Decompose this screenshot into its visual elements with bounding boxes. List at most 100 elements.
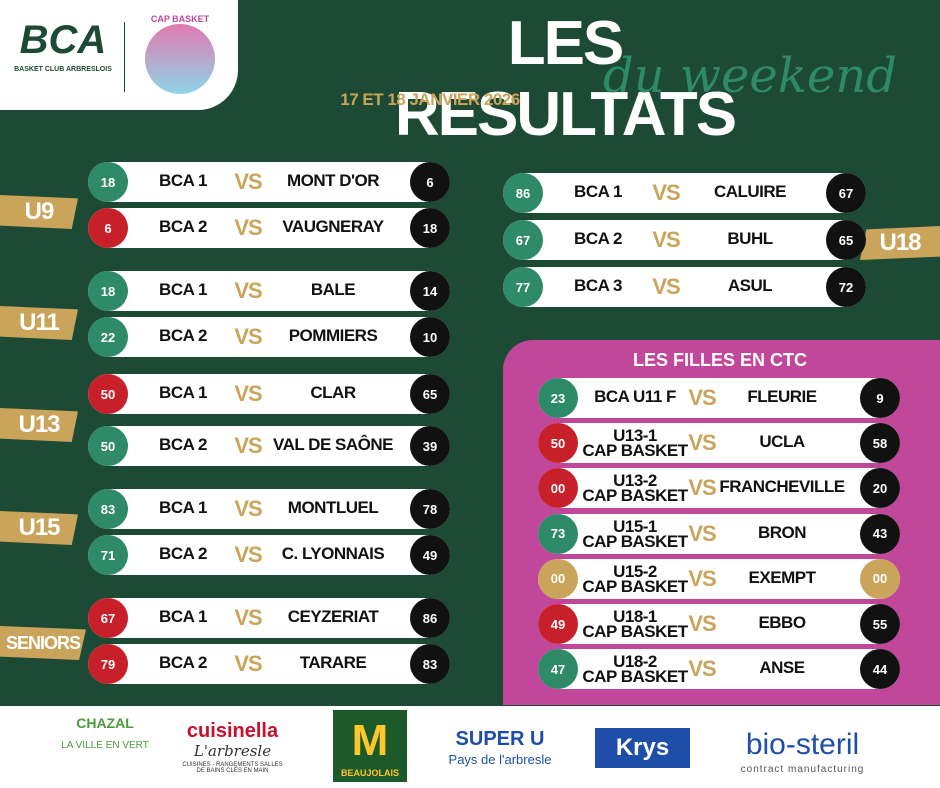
match-row [88,374,450,414]
home-team: BCA 2 [159,435,207,454]
home-score: 50 [88,426,128,466]
category-banner: U13 [0,408,78,442]
home-team: BCA U11 F [594,387,676,406]
vs: VS [688,565,716,591]
home-team: BCA 1 [159,498,207,517]
vs: VS [688,475,716,501]
partner-logo [145,24,215,94]
match-row [88,317,450,357]
vs: VS [234,381,262,406]
mcdo-logo: M [333,710,407,782]
vs: VS [234,278,262,303]
away-score: 39 [410,426,450,466]
away-team: POMMIERS [288,326,378,345]
match-row [538,649,900,690]
home-score: 67 [503,220,543,260]
vs: VS [234,605,262,630]
home-score: 18 [88,271,128,311]
match-row [538,513,900,554]
away-team: FLEURIE [747,387,817,406]
home-score: 00 [538,558,578,599]
home-team: U18-1 CAP BASKET [582,607,688,641]
away-score: 9 [860,378,900,418]
sponsor-city: L'arbresle [193,742,272,760]
home-team: BCA 2 [159,544,207,563]
sponsor: SUPER U [455,728,545,750]
home-score: 73 [538,513,578,554]
category-banner: U18 [860,226,940,260]
home-score: 77 [503,267,543,307]
vs: VS [234,215,262,240]
home-score: 50 [88,374,128,414]
ctc-title: LES FILLES EN CTC [632,350,807,370]
match-row [538,558,900,599]
home-team: BCA 1 [159,607,207,626]
vs: VS [652,227,680,252]
sponsor: BEAUJOLAIS [340,768,399,778]
away-score: 43 [860,513,900,554]
home-score: 67 [88,598,128,638]
vs: VS [688,385,716,410]
home-score: 86 [503,173,543,213]
vs: VS [688,611,716,636]
date: 17 ET 18 JANVIER 2026 [340,90,520,109]
home-score: 71 [88,535,128,575]
away-score: 6 [410,162,450,202]
club-logo: BCA [19,18,107,62]
home-team: BCA 1 [159,171,207,190]
sponsor: cuisinella [186,720,279,742]
home-team: BCA 3 [574,276,622,295]
home-score: 49 [538,604,578,644]
match-row [88,162,450,202]
away-team: MONTLUEL [287,498,379,517]
vs: VS [688,656,716,682]
match-row [503,220,866,260]
match-row [88,535,450,575]
away-score: 67 [826,173,866,213]
match-row [503,173,866,213]
title: LES RESULTATS [394,9,737,149]
divider [124,22,125,92]
match-row [88,271,450,311]
sponsor-tag: Pays de l'arbresle [448,752,552,767]
sponsor-band [0,706,940,788]
home-team: U15-2 CAP BASKET [582,561,688,596]
away-team: CALUIRE [713,182,787,201]
sponsor: bio-steril [745,728,860,761]
away-team: BALE [310,280,356,299]
home-team: U13-2 CAP BASKET [582,471,688,506]
away-team: EBBO [758,613,806,632]
home-team: BCA 1 [574,182,622,201]
vs: VS [234,324,262,349]
away-score: 00 [860,558,900,599]
away-score: 14 [410,271,450,311]
sponsor-tag: LA VILLE EN VERT [61,740,149,751]
away-score: 44 [860,649,900,690]
home-score: 00 [538,468,578,509]
home-score: 50 [538,423,578,464]
away-score: 10 [410,317,450,357]
match-row [88,598,450,638]
home-team: BCA 2 [159,326,207,345]
away-team: ANSE [759,658,805,678]
away-team: FRANCHEVILLE [719,477,845,497]
away-score: 55 [860,604,900,644]
home-score: 6 [88,208,128,248]
away-team: C. LYONNAIS [281,544,385,563]
away-team: VAUGNERAY [282,217,384,236]
home-score: 18 [88,162,128,202]
home-score: 23 [538,378,578,418]
away-score: 58 [860,423,900,464]
away-team: CLAR [310,383,356,402]
match-row [538,378,900,418]
away-score: 20 [860,468,900,509]
sponsor: CHAZAL [76,715,134,731]
subtitle: du weekend [603,48,897,104]
home-team: U18-2 CAP BASKET [582,652,688,687]
category-banner: U11 [0,306,78,340]
home-score: 47 [538,649,578,690]
vs: VS [688,520,716,546]
away-score: 18 [410,208,450,248]
away-team: BRON [757,522,807,542]
